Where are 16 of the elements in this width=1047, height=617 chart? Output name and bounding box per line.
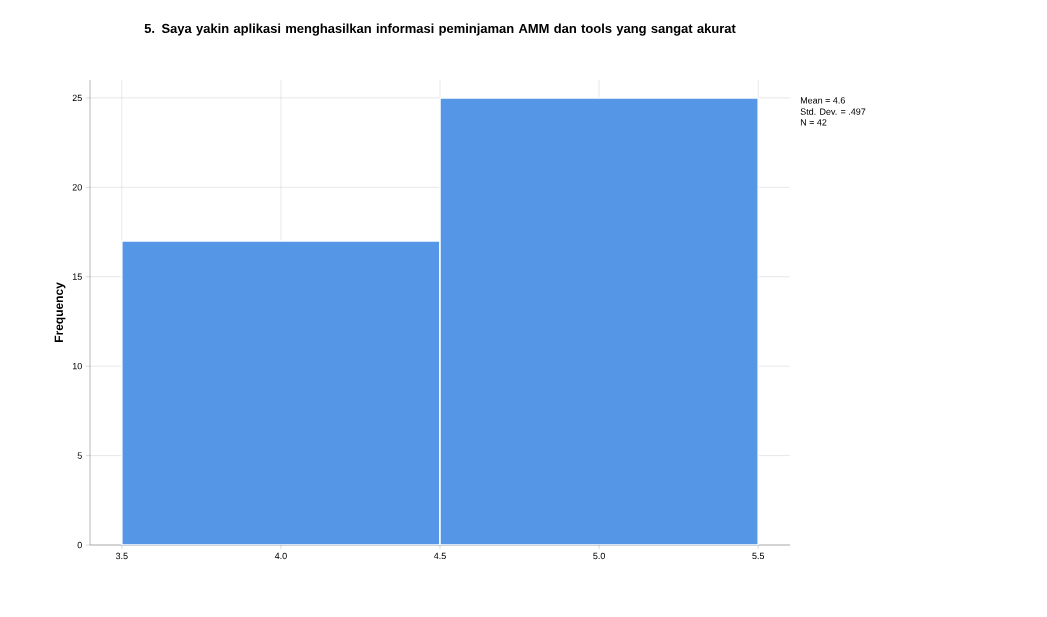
x-tick-label: 5.5 xyxy=(752,552,765,560)
y-tick-label: 5 xyxy=(77,452,82,459)
chart-title: 5. Saya yakin aplikasi menghasilkan informasi peminjaman AMM dan tools yang sangat akurat xyxy=(144,23,736,36)
y-tick-label: 15 xyxy=(72,273,82,280)
text: N = 42 xyxy=(800,119,827,126)
x-tick-label: 5.0 xyxy=(593,552,605,560)
x-tick-label: 4.0 xyxy=(274,552,287,560)
x-tick-label: 4.5 xyxy=(433,552,446,560)
text: Std. Dev. = .497 xyxy=(800,108,866,115)
y-tick-label: 0 xyxy=(77,541,82,549)
x-tick-label: 3.5 xyxy=(115,552,128,560)
text: Mean = 4.6 xyxy=(800,97,845,104)
y-tick-label: 25 xyxy=(72,94,82,102)
y-axis-title: Frequency xyxy=(54,282,66,342)
y-tick-label: 20 xyxy=(72,184,82,191)
y-tick-label: 10 xyxy=(72,362,82,370)
